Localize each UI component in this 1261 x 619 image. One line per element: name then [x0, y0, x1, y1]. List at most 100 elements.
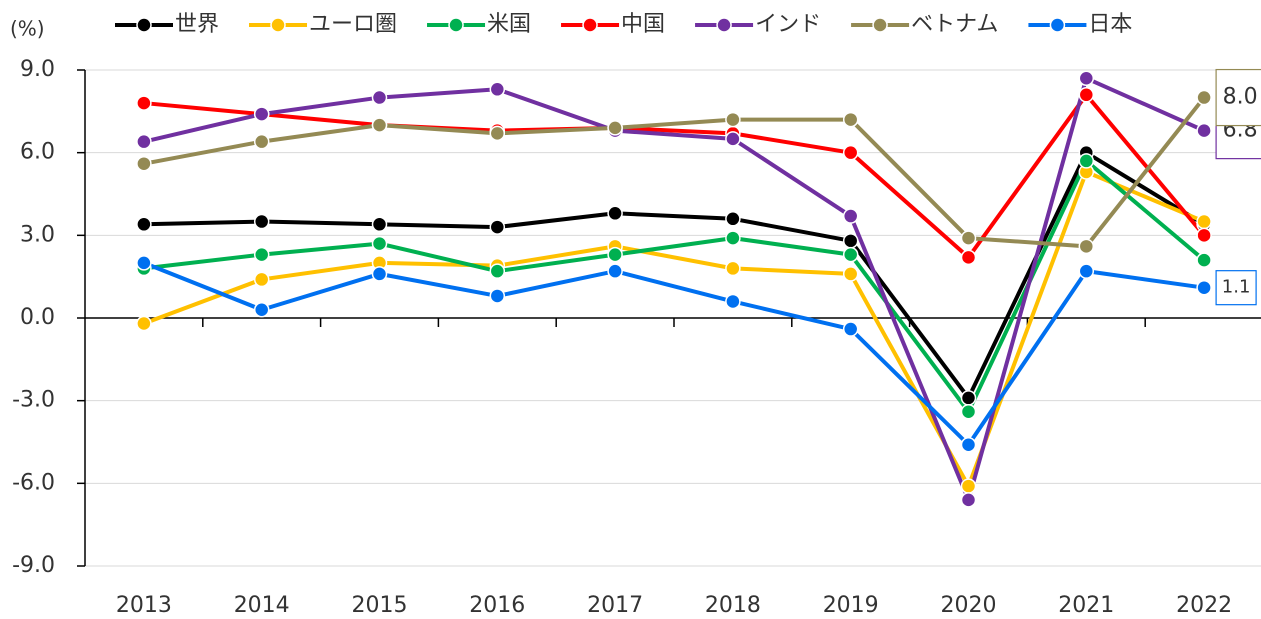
data-point [136, 155, 152, 172]
legend-label: ベトナム [911, 12, 998, 37]
data-point [489, 125, 506, 142]
data-point [842, 233, 859, 249]
legend-marker [1049, 17, 1066, 33]
data-point [725, 293, 741, 310]
data-point [253, 213, 270, 230]
data-label-box [1215, 68, 1261, 127]
data-point [489, 263, 506, 279]
data-point [960, 478, 977, 494]
x-tick-label: 2020 [941, 593, 997, 618]
series-line [143, 150, 1206, 400]
data-point [1078, 70, 1095, 87]
x-tick-label: 2013 [116, 593, 172, 618]
data-point [1196, 213, 1212, 230]
legend-label: インド [755, 12, 821, 37]
legend-marker [448, 17, 464, 33]
x-tick-label: 2018 [705, 593, 761, 618]
data-point [1078, 87, 1095, 103]
data-point [842, 321, 859, 337]
y-axis-label: (%) [10, 17, 45, 41]
data-point [607, 120, 623, 136]
data-point [960, 249, 977, 266]
data-point [1078, 153, 1095, 169]
legend-label: 米国 [487, 12, 531, 37]
data-point [842, 266, 859, 282]
data-point [253, 301, 270, 318]
y-tick-label: -3.0 [12, 388, 55, 413]
data-point [960, 230, 977, 246]
legend-label: 日本 [1088, 12, 1132, 37]
data-point [136, 255, 152, 271]
data-point [725, 260, 741, 277]
data-point [960, 390, 977, 406]
series-line [143, 96, 1206, 249]
data-point [1196, 122, 1212, 139]
data-point [253, 133, 270, 150]
y-tick-label: 6.0 [20, 140, 55, 165]
data-point [960, 437, 977, 453]
data-point [371, 117, 388, 133]
data-point [253, 106, 270, 122]
data-point [371, 89, 388, 106]
series-line [143, 169, 1205, 489]
series-line [143, 92, 1206, 260]
data-point [489, 219, 506, 235]
data-point [1196, 279, 1212, 296]
data-point [607, 246, 623, 263]
legend-marker [716, 17, 732, 33]
data-point [1078, 238, 1095, 255]
legend-label: 中国 [621, 12, 665, 37]
data-label: 1.1 [1222, 277, 1251, 298]
data-point [607, 263, 623, 279]
data-point [842, 144, 859, 161]
data-point [960, 403, 977, 420]
y-tick-label: -9.0 [12, 553, 55, 578]
data-point [136, 216, 152, 233]
data-label: 8.0 [1223, 85, 1258, 110]
data-point [725, 211, 741, 227]
data-point [489, 81, 506, 98]
data-point [842, 246, 859, 263]
series-line [143, 261, 1205, 447]
x-tick-label: 2022 [1176, 593, 1232, 618]
x-tick-label: 2014 [234, 593, 290, 618]
data-point [489, 288, 506, 304]
data-label-box [1215, 270, 1257, 306]
data-point [725, 111, 741, 128]
data-point [1196, 252, 1212, 268]
y-tick-label: -6.0 [12, 470, 55, 495]
legend-marker [872, 17, 888, 33]
legend-marker [582, 17, 598, 33]
data-point [136, 315, 152, 332]
x-tick-label: 2021 [1058, 593, 1114, 618]
data-point [725, 131, 741, 147]
x-tick-label: 2016 [469, 593, 525, 618]
y-tick-label: 0.0 [20, 305, 55, 330]
legend-marker [136, 17, 152, 33]
legend-marker [270, 17, 286, 33]
data-point [725, 230, 741, 246]
y-tick-label: 9.0 [20, 57, 55, 82]
data-point [136, 95, 152, 111]
data-point [253, 246, 270, 263]
series-line [143, 76, 1205, 502]
y-tick-label: 3.0 [20, 222, 55, 247]
x-tick-label: 2015 [352, 593, 408, 618]
data-point [842, 111, 859, 128]
data-point [1078, 263, 1095, 279]
data-point [371, 216, 388, 233]
data-point [136, 133, 152, 150]
data-point [1196, 89, 1212, 106]
legend: 世界 ユーロ圏 米国 中国 インド ベトナム 日本 [115, 12, 1132, 37]
x-tick-label: 2019 [823, 593, 879, 618]
data-point [371, 266, 388, 282]
data-point [842, 208, 859, 224]
data-point [253, 271, 270, 288]
legend-label: ユーロ圏 [309, 12, 397, 37]
data-point [607, 205, 623, 222]
legend-label: 世界 [175, 12, 219, 37]
x-tick-label: 2017 [587, 593, 643, 618]
data-point [1196, 227, 1212, 244]
data-point [960, 492, 977, 508]
